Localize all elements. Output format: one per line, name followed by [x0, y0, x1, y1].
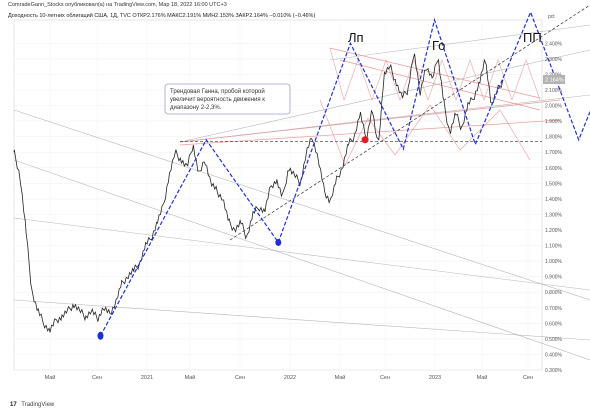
pink-channel-line	[179, 119, 561, 146]
current-price-point	[361, 136, 369, 144]
gray-channel-line	[13, 159, 590, 361]
x-tick-label: Сен	[380, 375, 390, 381]
y-tick-label: 1.400%	[545, 197, 563, 203]
y-tick-label: 1.600%	[545, 166, 563, 172]
label-go: Го	[432, 38, 445, 53]
y-tick-label: 0.300%	[545, 368, 563, 374]
x-tick-label: Май	[335, 374, 346, 381]
x-tick-label: Май	[185, 374, 196, 381]
y-tick-label: 0.400%	[545, 352, 563, 358]
y-tick-label: 0.700%	[545, 306, 563, 312]
gray-channel-line	[13, 109, 590, 301]
publisher-line: ComradeGann_Stocks опубликовал(а) на Tra…	[8, 2, 227, 8]
gray-channel-line	[13, 299, 590, 341]
pink-channel-line	[339, 59, 541, 111]
y-axis: 0.300% 0.400% 0.500% 0.600% 0.700% 0.800% 0.90…	[545, 14, 563, 374]
y-tick-label: 0.800%	[545, 290, 563, 296]
x-tick-label: 2022	[284, 375, 296, 381]
annotation-line-2: увеличит вероятность движения к	[170, 97, 265, 103]
y-tick-label: 1.900%	[545, 119, 563, 125]
x-tick-label: Май	[45, 374, 56, 381]
x-axis: Май Сен 2021 Май Сен 2022 Май Сен 2023 Май Сен	[45, 374, 533, 381]
y-tick-label: 0.500%	[545, 337, 563, 343]
y-tick-label: 1.000%	[545, 259, 563, 265]
x-tick-label: Сен	[235, 375, 245, 381]
annotation-box: Трендовая Ганна, пробой которой увеличит…	[164, 83, 291, 115]
y-tick-label: 1.500%	[545, 181, 563, 187]
x-tick-label: 2021	[141, 375, 153, 381]
gray-channel-line	[179, 49, 590, 143]
y-axis-label: pct	[548, 14, 555, 20]
plot-area	[13, 19, 543, 371]
footer: 17 TradingView	[10, 402, 54, 408]
pink-channel-line	[329, 47, 541, 99]
x-tick-label: Май	[477, 374, 488, 381]
last-price-tag: 2.164%	[543, 75, 565, 84]
x-tick-label: 2023	[429, 375, 441, 381]
pink-zigzag	[329, 47, 541, 102]
y-tick-label: 2.400%	[545, 41, 563, 47]
symbol-line: Доходность 10-летних облигаций США, 1Д, …	[8, 13, 316, 19]
y-tick-label: 2.100%	[545, 88, 563, 94]
mid-pivot-point	[275, 238, 282, 246]
tradingview-brand: TradingView	[21, 402, 55, 408]
label-lp: Лп	[348, 30, 364, 45]
x-tick-label: Сен	[523, 375, 533, 381]
annotation-line-1: Трендовая Ганна, пробой которой	[170, 88, 265, 95]
price-line	[13, 53, 504, 333]
gray-channel-line	[329, 24, 590, 61]
price-series	[13, 53, 504, 333]
y-tick-label: 1.800%	[545, 135, 563, 141]
y-tick-label: 1.300%	[545, 212, 563, 218]
x-tick-label: Сен	[92, 375, 102, 381]
low-pivot-point	[97, 331, 104, 340]
pink-zigzag	[319, 99, 531, 166]
tradingview-logo-icon: 17	[10, 402, 17, 408]
gray-channel-line	[13, 217, 590, 291]
y-tick-label: 1.200%	[545, 228, 563, 234]
key-points	[97, 136, 369, 340]
y-tick-label: 2.300%	[545, 57, 563, 63]
annotation-line-3: диапазону 2-2,3%.	[170, 105, 222, 111]
y-tick-label: 2.000%	[545, 104, 563, 110]
gann-trend-line	[229, 4, 590, 241]
y-tick-label: 1.100%	[545, 244, 563, 250]
y-tick-label: 0.600%	[545, 321, 563, 327]
y-tick-label: 0.900%	[545, 275, 563, 281]
y-tick-label: 1.700%	[545, 150, 563, 156]
label-pp: ПП	[523, 30, 542, 45]
last-price-label: 2.164%	[545, 78, 564, 84]
